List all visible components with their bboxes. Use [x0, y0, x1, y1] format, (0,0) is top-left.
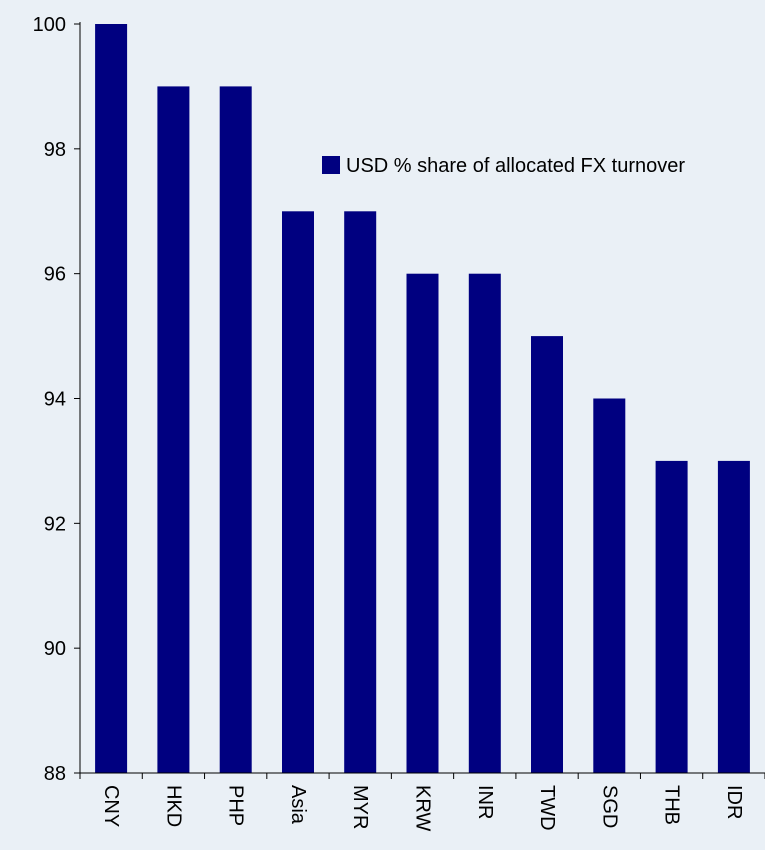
y-tick-label: 90 — [44, 638, 66, 660]
x-tick-label: THB — [661, 785, 683, 825]
legend: USD % share of allocated FX turnover — [322, 155, 685, 177]
y-tick-label: 100 — [33, 14, 66, 36]
x-tick-label: PHP — [225, 785, 247, 826]
bar-cny — [95, 24, 128, 773]
bar-inr — [468, 273, 501, 773]
x-tick-label: TWD — [536, 785, 558, 831]
y-tick-label: 92 — [44, 513, 66, 535]
y-tick-label: 88 — [44, 763, 66, 785]
y-tick-label: 96 — [44, 264, 66, 286]
bar-twd — [531, 336, 563, 773]
x-tick-label: KRW — [412, 785, 434, 831]
bars-layer — [95, 24, 750, 774]
x-tick-label: Asia — [287, 785, 309, 825]
x-tick-label: IDR — [723, 785, 745, 819]
bar-sgd — [593, 398, 626, 773]
bar-myr — [344, 211, 377, 774]
legend-swatch — [322, 156, 340, 174]
bar-hkd — [157, 86, 190, 773]
x-tick-label: MYR — [349, 785, 371, 829]
axes-layer: 88 90 92 94 96 98 100 CNY HKD PHP Asia MYR KRW INR TWD… — [33, 14, 765, 831]
y-tick-label: 94 — [44, 389, 66, 411]
x-tick-label: INR — [474, 785, 496, 819]
x-tick-label: SGD — [598, 785, 620, 828]
bar-asia — [282, 211, 314, 774]
x-tick-label: CNY — [100, 785, 122, 827]
x-tick-label: HKD — [162, 785, 184, 827]
y-tick-label: 98 — [44, 139, 66, 161]
bar-idr — [717, 460, 750, 773]
bar-thb — [655, 460, 688, 773]
bar-php — [219, 86, 252, 773]
bar-krw — [406, 273, 439, 773]
legend-label: USD % share of allocated FX turnover — [346, 155, 685, 177]
